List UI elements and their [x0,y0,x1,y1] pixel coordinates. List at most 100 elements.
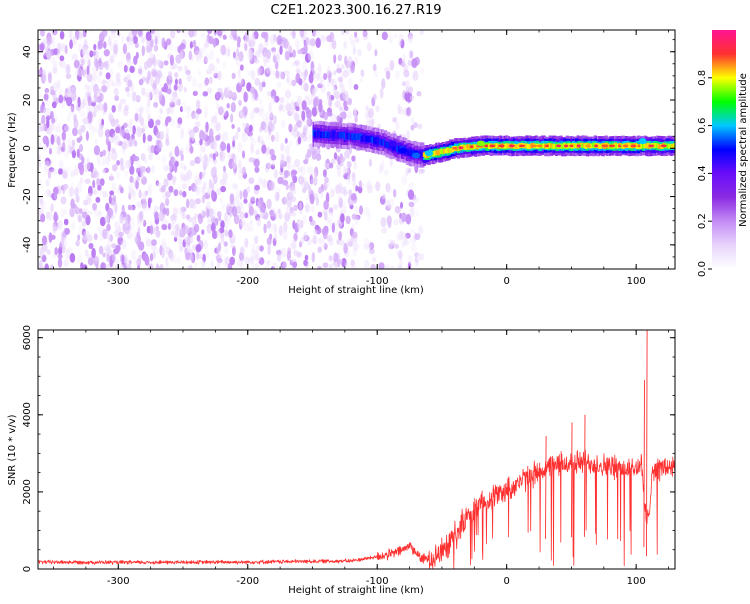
heatmap-noise-cell [67,90,71,98]
heatmap-noise-cell [275,132,280,143]
heatmap-hot-spot [564,144,569,148]
heatmap-noise-cell [312,234,318,245]
heatmap-noise-cell [320,34,326,43]
heatmap-noise-cell [171,215,177,224]
heatmap-noise-cell [145,31,152,41]
heatmap-noise-cell [317,63,322,73]
heatmap-noise-cell [74,165,79,172]
heatmap-noise-cell [269,208,276,217]
heatmap-noise-cell [239,261,244,269]
heatmap-noise-cell [249,56,253,65]
heatmap-noise-cell [217,70,222,81]
heatmap-noise-cell [150,30,155,35]
heatmap-noise-cell [407,167,412,174]
heatmap-noise-cell [243,198,248,204]
heatmap-noise-cell [254,261,260,269]
heatmap-noise-cell [369,248,375,255]
heatmap-noise-cell [127,158,132,164]
heatmap-noise-cell [209,135,215,143]
heatmap-noise-cell [58,60,62,66]
heatmap-noise-cell [142,219,147,227]
x-tick-label: -300 [107,276,130,287]
heatmap-noise-cell [149,76,154,87]
heatmap-noise-cell [77,96,81,108]
heatmap-noise-cell [169,98,174,106]
heatmap-noise-cell [221,203,226,210]
heatmap-noise-cell [56,149,62,155]
heatmap-hot-spot [489,144,496,148]
heatmap-noise-cell [43,93,49,101]
heatmap-noise-cell [283,38,289,49]
heatmap-noise-cell [232,159,237,170]
heatmap-noise-cell [300,165,306,176]
heatmap-noise-cell [271,47,277,53]
heatmap-noise-cell [45,46,49,58]
heatmap-noise-cell [298,78,303,86]
colorbar-tick-label: 0.6 [697,118,708,134]
heatmap-noise-cell [328,72,332,84]
heatmap-noise-cell [57,220,63,230]
colorbar-gradient [712,30,736,269]
heatmap-noise-cell [150,30,156,38]
heatmap-noise-cell [177,85,182,93]
heatmap-noise-cell [64,149,69,158]
heatmap-noise-cell [205,121,209,133]
heatmap-noise-cell [300,180,307,189]
heatmap-noise-cell [307,184,312,195]
heatmap-noise-cell [237,127,241,133]
heatmap-hot-spot [637,144,641,148]
heatmap-noise-cell [91,66,98,72]
heatmap-noise-cell [147,153,154,161]
heatmap-trace-cell [592,142,596,148]
heatmap-noise-cell [38,92,42,98]
heatmap-noise-cell [219,178,226,186]
heatmap-noise-cell [57,47,61,57]
heatmap-noise-cell [229,256,235,266]
heatmap-noise [38,30,425,269]
heatmap-noise-cell [161,37,166,48]
heatmap-noise-cell [189,41,193,49]
heatmap-noise-cell [300,220,304,229]
heatmap-noise-cell [239,252,244,261]
heatmap-noise-cell [346,237,351,248]
heatmap-noise-cell [85,53,90,64]
heatmap-noise-cell [246,186,251,194]
heatmap-noise-cell [112,164,118,172]
heatmap-noise-cell [370,263,376,269]
heatmap-noise-cell [353,108,357,119]
heatmap-hot-spot [452,146,458,150]
heatmap-noise-cell [284,50,290,61]
heatmap-noise-cell [299,30,305,38]
heatmap-noise-cell [39,43,45,51]
heatmap-noise-cell [162,190,166,200]
heatmap-noise-cell [141,191,147,197]
heatmap-noise-cell [250,195,257,202]
heatmap-noise-cell [182,190,187,198]
heatmap-noise-cell [124,140,131,148]
heatmap-noise-cell [381,78,386,90]
heatmap-noise-cell [256,147,261,156]
heatmap-noise-cell [48,72,52,84]
heatmap-noise-cell [45,99,50,107]
heatmap-noise-cell [223,165,226,173]
heatmap-noise-cell [161,184,166,193]
colorbar: 0.0 0.2 0.4 0.6 0.8 Normalized spectral ampl… [697,30,749,277]
heatmap-hot-spot [518,144,525,148]
heatmap-noise-cell [75,195,80,203]
heatmap-noise-cell [72,203,77,209]
heatmap-noise-cell [310,177,314,185]
heatmap-noise-cell [156,59,163,66]
heatmap-noise-cell [352,181,357,191]
heatmap-noise-cell [280,71,286,80]
heatmap-noise-cell [211,216,216,225]
heatmap-noise-cell [295,116,300,124]
heatmap-noise-cell [58,94,64,104]
heatmap-noise-cell [297,166,304,172]
heatmap-noise-cell [147,113,151,122]
heatmap-noise-cell [214,121,221,130]
heatmap-noise-cell [165,198,170,206]
heatmap-noise-cell [178,78,182,85]
heatmap-noise-cell [60,146,65,152]
heatmap-noise-cell [380,217,387,228]
heatmap-noise-cell [173,95,179,107]
